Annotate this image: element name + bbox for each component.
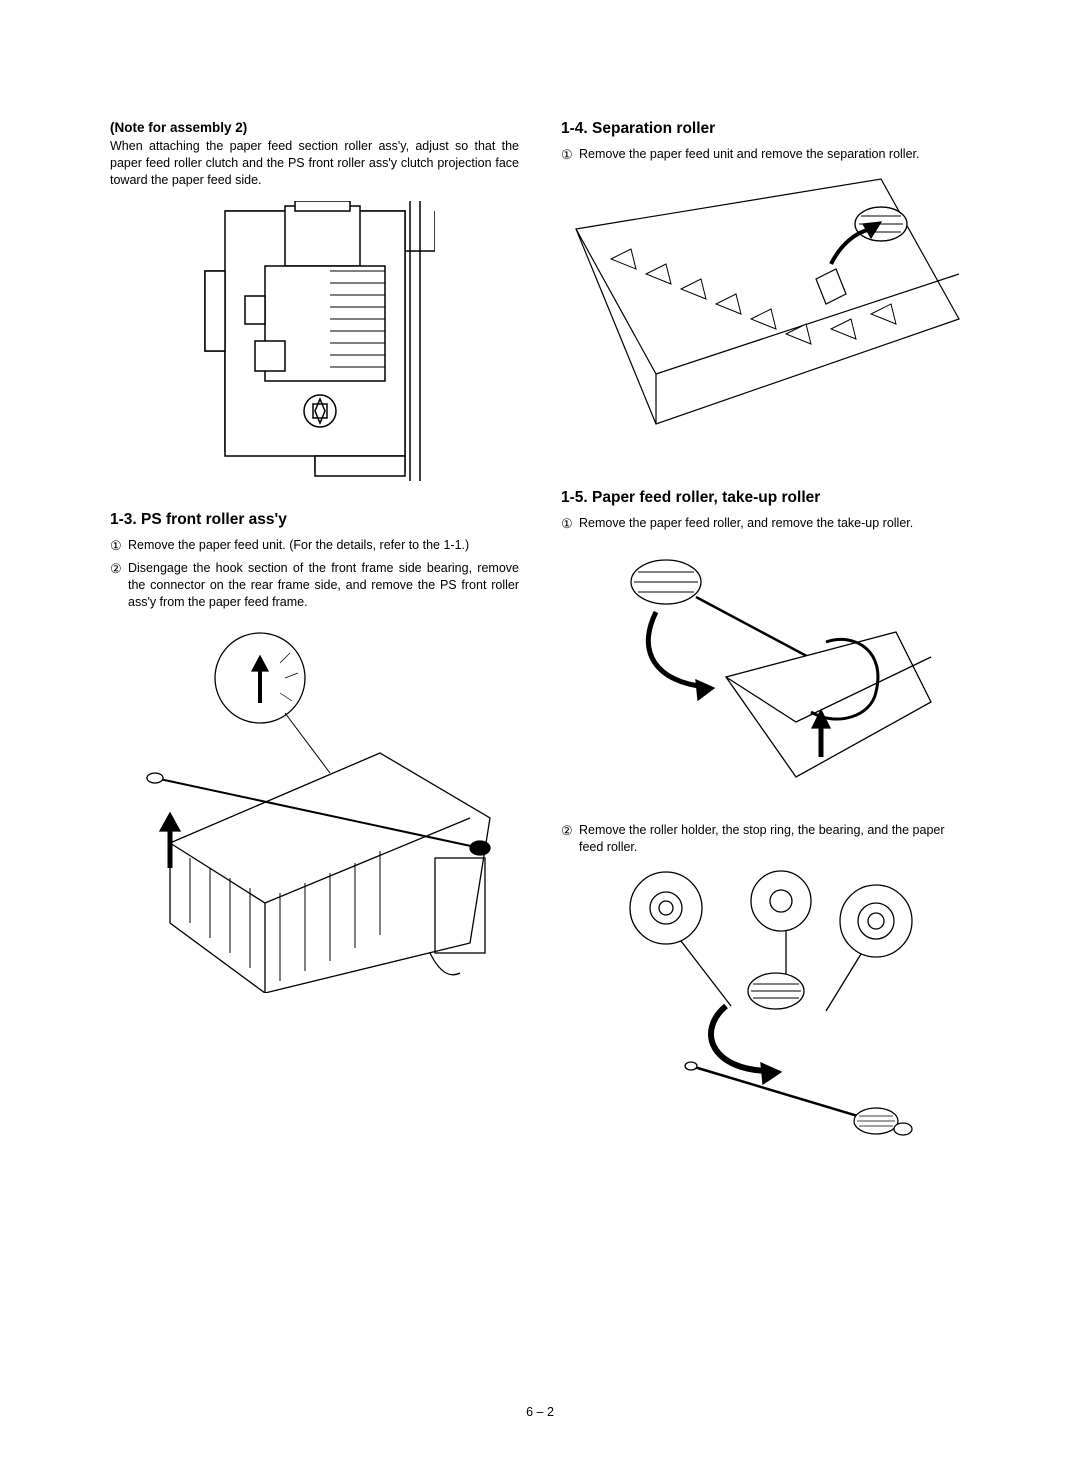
roller-holder-svg <box>611 866 921 1146</box>
note-body: When attaching the paper feed section ro… <box>110 138 519 189</box>
page-number: 6 – 2 <box>0 1405 1080 1419</box>
separation-roller-svg <box>571 174 961 459</box>
step-text: Remove the roller holder, the stop ring,… <box>579 822 970 856</box>
left-column: (Note for assembly 2) When attaching the… <box>110 120 519 1176</box>
heading-1-3: 1-3. PS front roller ass'y <box>110 511 519 529</box>
ps-front-roller-svg <box>130 623 500 993</box>
step-number-icon: ① <box>561 515 579 533</box>
right-column: 1-4. Separation roller ① Remove the pape… <box>561 120 970 1176</box>
figure-paper-feed-takeup <box>596 542 936 792</box>
heading-1-4: 1-4. Separation roller <box>561 120 970 138</box>
step-number-icon: ① <box>561 146 579 164</box>
step-1-5-1: ① Remove the paper feed roller, and remo… <box>561 515 970 533</box>
step-text: Disengage the hook section of the front … <box>128 560 519 611</box>
step-number-icon: ① <box>110 537 128 555</box>
step-text: Remove the paper feed unit and remove th… <box>579 146 970 164</box>
paper-feed-takeup-svg <box>596 542 936 792</box>
heading-1-5: 1-5. Paper feed roller, take-up roller <box>561 489 970 507</box>
step-1-3-2: ② Disengage the hook section of the fron… <box>110 560 519 611</box>
clutch-diagram-svg <box>195 201 435 481</box>
page-container: (Note for assembly 2) When attaching the… <box>0 0 1080 1226</box>
step-number-icon: ② <box>561 822 579 856</box>
step-1-3-1: ① Remove the paper feed unit. (For the d… <box>110 537 519 555</box>
step-number-icon: ② <box>110 560 128 611</box>
figure-roller-holder-detail <box>611 866 921 1146</box>
step-text: Remove the paper feed unit. (For the det… <box>128 537 519 555</box>
figure-ps-front-roller <box>130 623 500 993</box>
step-text: Remove the paper feed roller, and remove… <box>579 515 970 533</box>
figure-separation-roller <box>571 174 961 459</box>
step-1-5-2: ② Remove the roller holder, the stop rin… <box>561 822 970 856</box>
note-heading: (Note for assembly 2) <box>110 120 519 135</box>
figure-assembly-clutch <box>195 201 435 481</box>
step-1-4-1: ① Remove the paper feed unit and remove … <box>561 146 970 164</box>
